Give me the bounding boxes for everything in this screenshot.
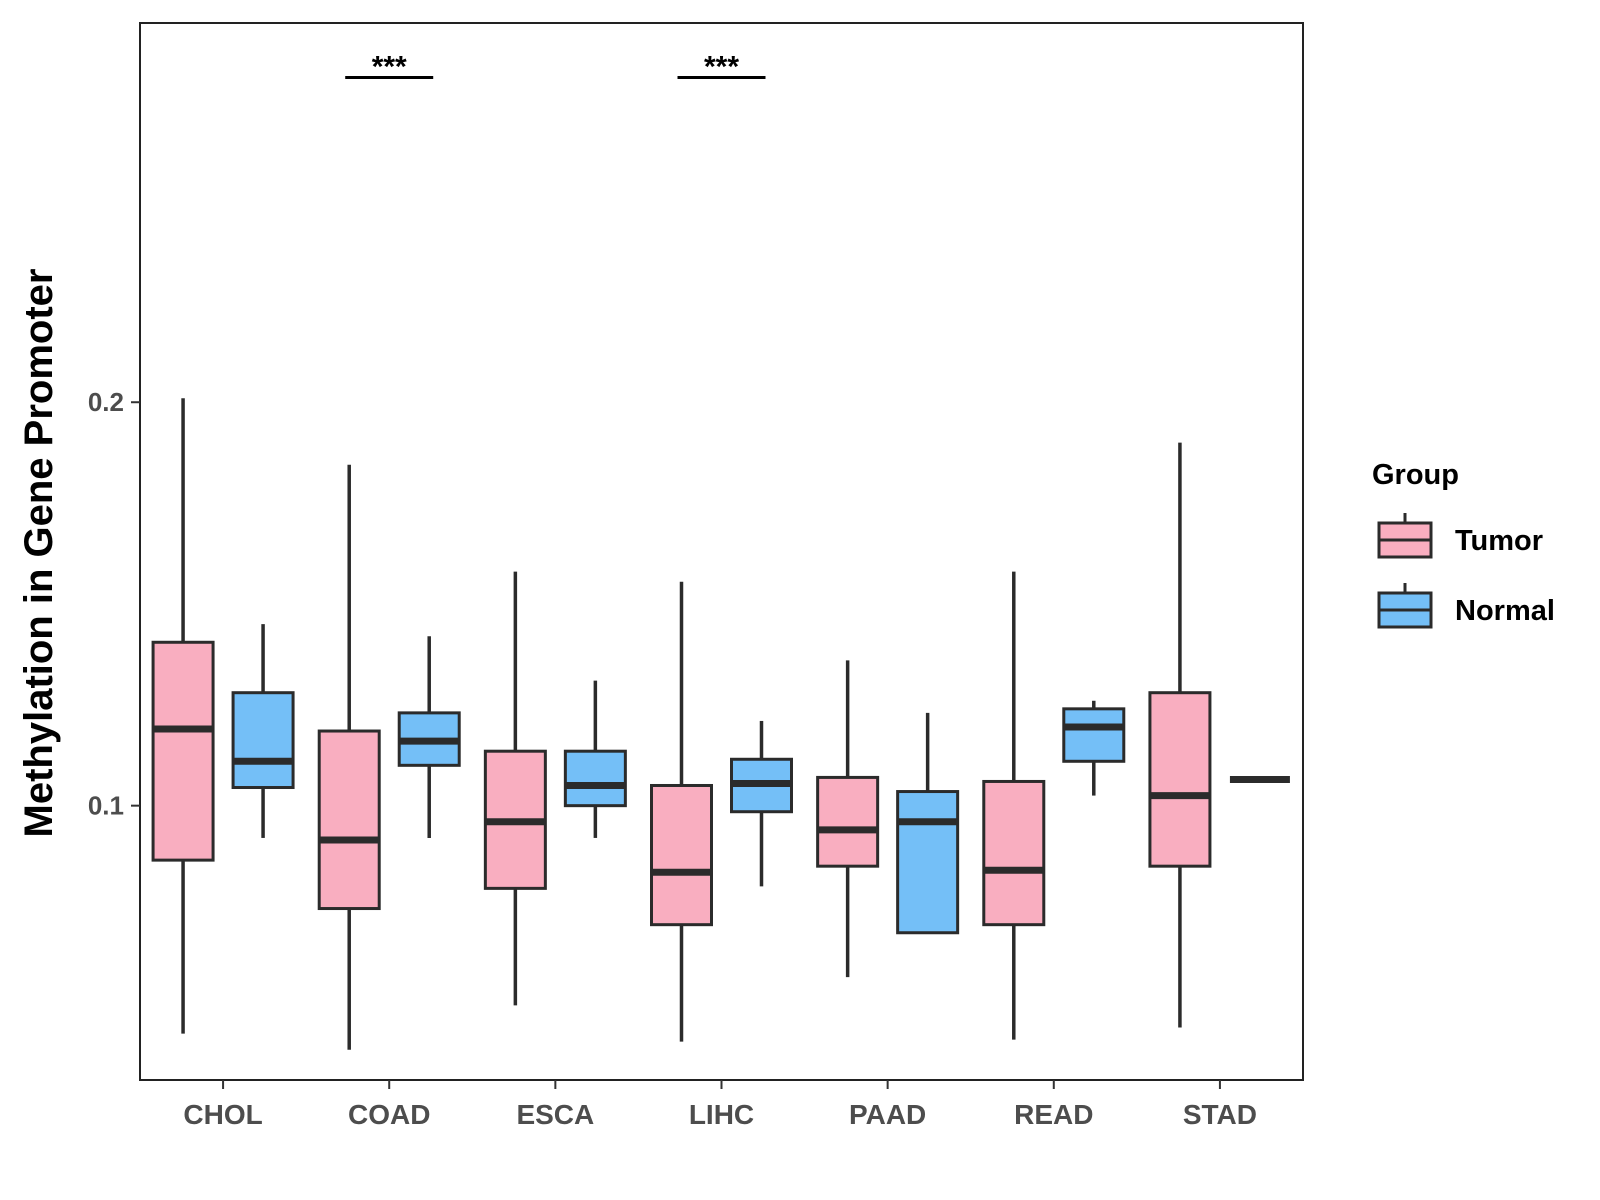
legend: Group Tumor Normal [1372,459,1555,637]
x-tick-label: LIHC [689,1099,754,1130]
box-tumor-esca [483,571,547,1006]
y-tick-label: 0.1 [88,791,124,821]
legend-item-label: Tumor [1455,525,1543,557]
box-body [650,783,713,927]
box-tumor-stad [1148,442,1212,1028]
box-tumor-paad [816,660,880,978]
x-tick-label: STAD [1183,1099,1257,1130]
box-body [896,790,960,935]
box-tumor-lihc [650,581,713,1042]
y-axis-label: Methylation in Gene Promoter [17,269,61,838]
legend-title: Group [1372,459,1459,491]
box-tumor-chol [151,398,215,1034]
plot-area: 0.1 0.2 CHOL COAD ESCA LIHC PAAD READ STAD *** *** [88,22,1304,1130]
legend-item-label: Normal [1455,595,1555,627]
box-normal-paad [896,712,960,935]
box-normal-read [1062,700,1126,796]
legend-item-tumor: Tumor [1377,513,1543,567]
box-tumor-read [982,571,1046,1040]
x-tick-label: CHOL [183,1099,262,1130]
box-normal-chol [231,624,295,838]
significance-label: *** [704,50,739,83]
box-body [563,749,627,808]
significance-label: *** [372,50,407,83]
box-normal-coad [397,636,461,838]
box-tumor-coad [317,464,381,1050]
x-tick-label: PAAD [849,1099,926,1130]
y-tick-label: 0.2 [88,387,124,417]
box-normal-esca [563,680,627,838]
box-body [982,779,1046,927]
legend-item-normal: Normal [1377,583,1555,637]
box-body [151,640,215,862]
box-body [231,691,295,790]
box-body [1148,691,1212,868]
x-tick-label: ESCA [516,1099,594,1130]
box-normal-lihc [730,720,793,887]
box-body [317,729,381,911]
x-tick-label: READ [1014,1099,1093,1130]
box-body [1062,707,1126,763]
box-body [816,775,880,868]
x-tick-label: COAD [348,1099,430,1130]
